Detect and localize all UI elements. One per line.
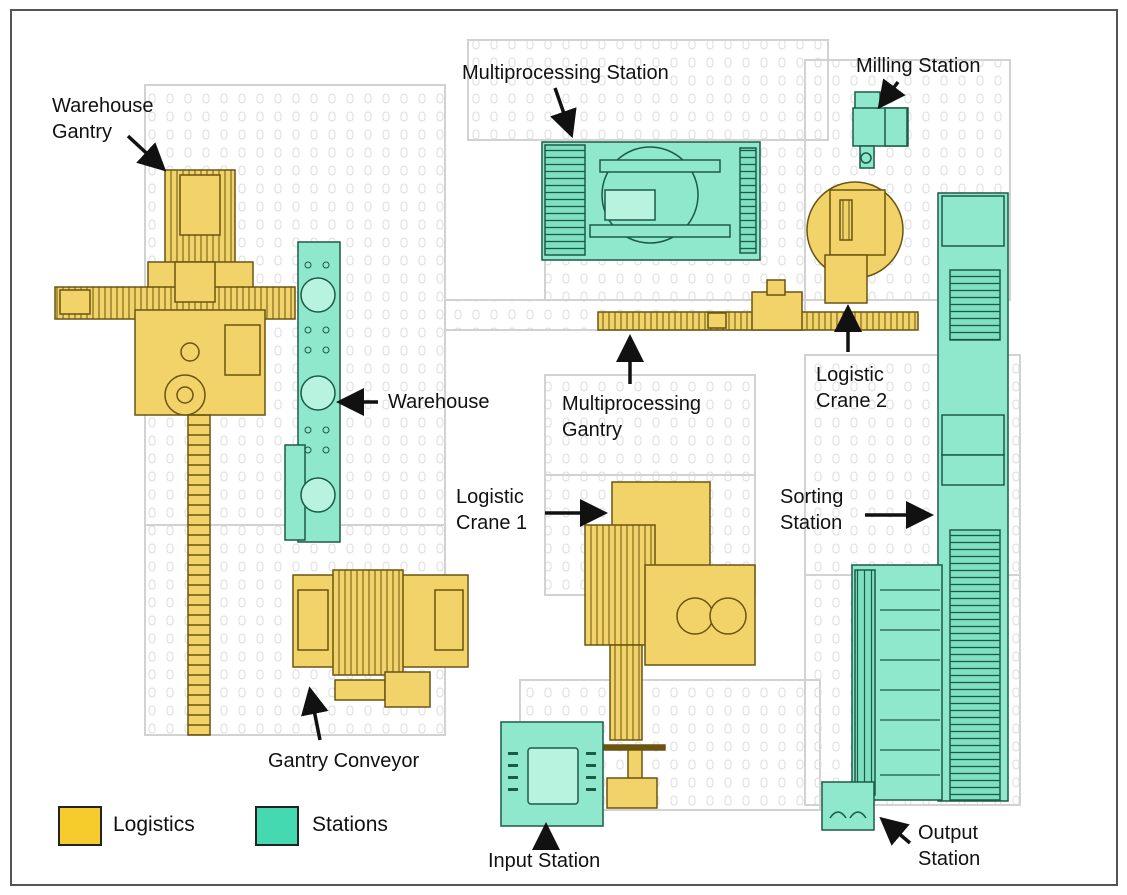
label-output-station-line-2: Station <box>918 848 981 870</box>
legend-swatch-logistics <box>58 806 102 846</box>
label-warehouse-gantry: Warehouse Gantry <box>52 93 154 145</box>
label-logistic-crane-2-line-2: Crane 2 <box>816 390 888 412</box>
label-warehouse: Warehouse <box>388 391 490 413</box>
input-station-shape <box>500 721 604 827</box>
label-sorting-station-line-2: Station <box>780 512 843 534</box>
legend-swatch-stations <box>255 806 299 846</box>
label-milling-station: Milling Station <box>856 55 981 77</box>
warehouse-shape <box>284 241 341 543</box>
label-logistic-crane-1: Logistic Crane 1 <box>456 484 527 536</box>
label-gantry-conveyor: Gantry Conveyor <box>268 750 420 772</box>
label-warehouse-gantry-line-1: Warehouse <box>52 95 154 117</box>
label-warehouse-gantry-line-2: Gantry <box>52 121 113 143</box>
sorting-station-shape <box>851 192 1009 802</box>
label-input-station: Input Station <box>488 850 601 872</box>
gantry-conveyor-shape <box>292 569 469 708</box>
label-output-station-line-1: Output <box>918 822 979 844</box>
warehouse-gantry-shape <box>54 169 296 736</box>
label-arrows <box>126 78 934 850</box>
label-output-station: Output Station <box>918 820 980 872</box>
label-logistic-crane-1-line-1: Logistic <box>456 486 524 508</box>
logistic-crane-1-shape <box>584 481 756 809</box>
label-logistic-crane-2-line-1: Logistic <box>816 364 884 386</box>
multiprocessing-station-shape <box>541 141 761 261</box>
label-logistic-crane-2: Logistic Crane 2 <box>816 362 887 414</box>
output-station-shape <box>821 781 875 831</box>
legend-label-stations: Stations <box>312 813 388 836</box>
label-multiprocessing-gantry-line-1: Multiprocessing <box>562 393 701 415</box>
label-multiprocessing-gantry: Multiprocessing Gantry <box>562 391 701 443</box>
label-multiprocessing-station: Multiprocessing Station <box>462 62 669 84</box>
label-logistic-crane-1-line-2: Crane 1 <box>456 512 528 534</box>
legend-label-logistics: Logistics <box>113 813 195 836</box>
logistic-crane-2-shape <box>806 181 904 304</box>
label-sorting-station-line-1: Sorting <box>780 486 844 508</box>
milling-station-shape <box>852 91 909 169</box>
label-multiprocessing-gantry-line-2: Gantry <box>562 419 623 441</box>
label-sorting-station: Sorting Station <box>780 484 843 536</box>
